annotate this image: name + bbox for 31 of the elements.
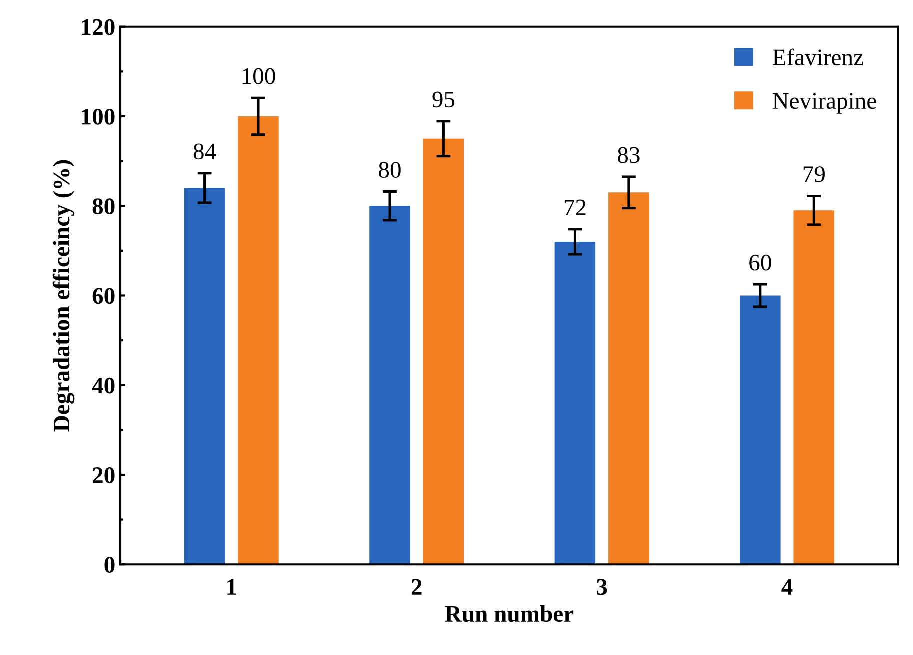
bar <box>238 116 279 565</box>
x-tick-label: 3 <box>597 579 608 596</box>
bar <box>794 210 834 565</box>
bar <box>608 192 650 565</box>
data-label: 60 <box>750 254 772 271</box>
bar <box>370 206 410 565</box>
data-label: 79 <box>804 166 825 182</box>
data-label: 95 <box>432 92 455 108</box>
y-axis-title: Degradation efficeincy (%) <box>52 160 75 432</box>
bar <box>554 242 596 565</box>
y-tick-label: 20 <box>93 467 115 484</box>
bar <box>423 138 464 565</box>
legend-label: Efavirenz <box>772 48 864 66</box>
y-tick-label: 60 <box>92 288 115 304</box>
legend-label: Nevirapine <box>772 93 876 114</box>
bar <box>740 296 781 565</box>
x-axis-title: Run number <box>445 605 574 622</box>
y-tick-label: 120 <box>82 19 115 36</box>
y-tick-label: 40 <box>92 378 115 394</box>
y-tick-label: 80 <box>92 198 115 215</box>
y-tick-label: 100 <box>82 108 115 125</box>
data-label: 72 <box>564 200 586 216</box>
data-label: 84 <box>194 144 216 160</box>
data-label: 100 <box>242 68 276 84</box>
y-tick-label: 0 <box>104 557 115 574</box>
x-tick-label: 4 <box>782 579 793 595</box>
x-tick-label: 1 <box>228 579 236 595</box>
data-label: 80 <box>379 162 401 178</box>
bar <box>184 188 226 565</box>
x-tick-label: 2 <box>412 579 422 595</box>
data-label: 83 <box>618 147 640 164</box>
